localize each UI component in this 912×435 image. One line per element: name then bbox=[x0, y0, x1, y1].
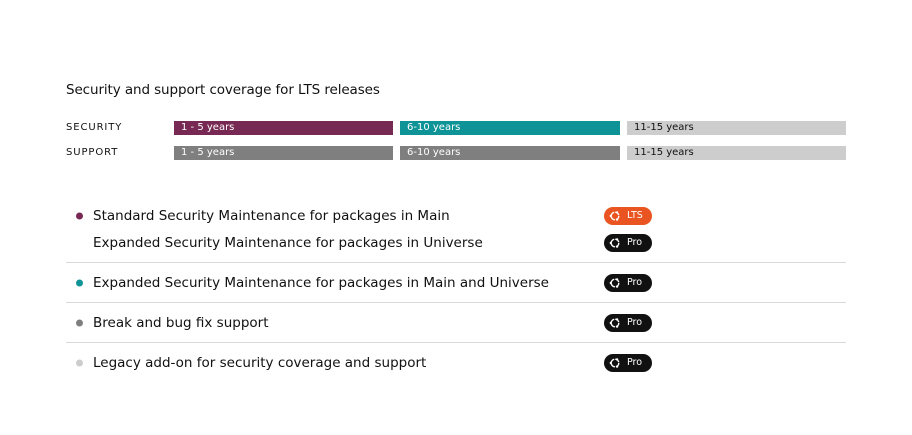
feature-label: Expanded Security Maintenance for packag… bbox=[93, 274, 549, 291]
security-bar-6-10: 6-10 years bbox=[400, 121, 620, 135]
ubuntu-logo-icon bbox=[609, 277, 620, 288]
pro-badge: Pro bbox=[604, 233, 652, 252]
list-item: Legacy add-on for security coverage and … bbox=[66, 349, 846, 376]
support-bar-6-10: 6-10 years bbox=[400, 146, 620, 160]
ubuntu-logo-icon bbox=[609, 210, 620, 221]
feature-list: Standard Security Maintenance for packag… bbox=[66, 196, 846, 382]
pro-badge: Pro bbox=[604, 313, 652, 332]
feature-group-support: Break and bug fix support Pro bbox=[66, 303, 846, 343]
teal-dot-icon bbox=[76, 279, 83, 286]
feature-group-security: Standard Security Maintenance for packag… bbox=[66, 196, 846, 263]
security-bar-1-5: 1 - 5 years bbox=[174, 121, 393, 135]
list-item: Expanded Security Maintenance for packag… bbox=[66, 229, 846, 256]
badge-label: LTS bbox=[627, 210, 643, 221]
ubuntu-logo-icon bbox=[609, 237, 620, 248]
badge-label: Pro bbox=[627, 277, 643, 288]
feature-label: Standard Security Maintenance for packag… bbox=[93, 207, 450, 224]
list-item: Break and bug fix support Pro bbox=[66, 309, 846, 336]
feature-label: Expanded Security Maintenance for packag… bbox=[93, 234, 483, 251]
badge-label: Pro bbox=[627, 317, 643, 328]
feature-group-legacy: Legacy add-on for security coverage and … bbox=[66, 343, 846, 382]
page-title: Security and support coverage for LTS re… bbox=[66, 82, 380, 98]
security-row-label: SECURITY bbox=[66, 122, 123, 133]
feature-group-expanded: Expanded Security Maintenance for packag… bbox=[66, 263, 846, 303]
pro-badge: Pro bbox=[604, 353, 652, 372]
list-item: Standard Security Maintenance for packag… bbox=[66, 202, 846, 229]
aubergine-dot-icon bbox=[76, 212, 83, 219]
badge-label: Pro bbox=[627, 237, 643, 248]
support-bar-1-5: 1 - 5 years bbox=[174, 146, 393, 160]
badge-label: Pro bbox=[627, 357, 643, 368]
light-grey-dot-icon bbox=[76, 359, 83, 366]
feature-label: Break and bug fix support bbox=[93, 314, 269, 331]
security-bar-11-15: 11-15 years bbox=[627, 121, 846, 135]
ubuntu-logo-icon bbox=[609, 317, 620, 328]
feature-label: Legacy add-on for security coverage and … bbox=[93, 354, 427, 371]
list-item: Expanded Security Maintenance for packag… bbox=[66, 269, 846, 296]
support-row-label: SUPPORT bbox=[66, 147, 119, 158]
lts-badge: LTS bbox=[604, 206, 652, 225]
ubuntu-logo-icon bbox=[609, 357, 620, 368]
support-bar-11-15: 11-15 years bbox=[627, 146, 846, 160]
grey-dot-icon bbox=[76, 319, 83, 326]
pro-badge: Pro bbox=[604, 273, 652, 292]
